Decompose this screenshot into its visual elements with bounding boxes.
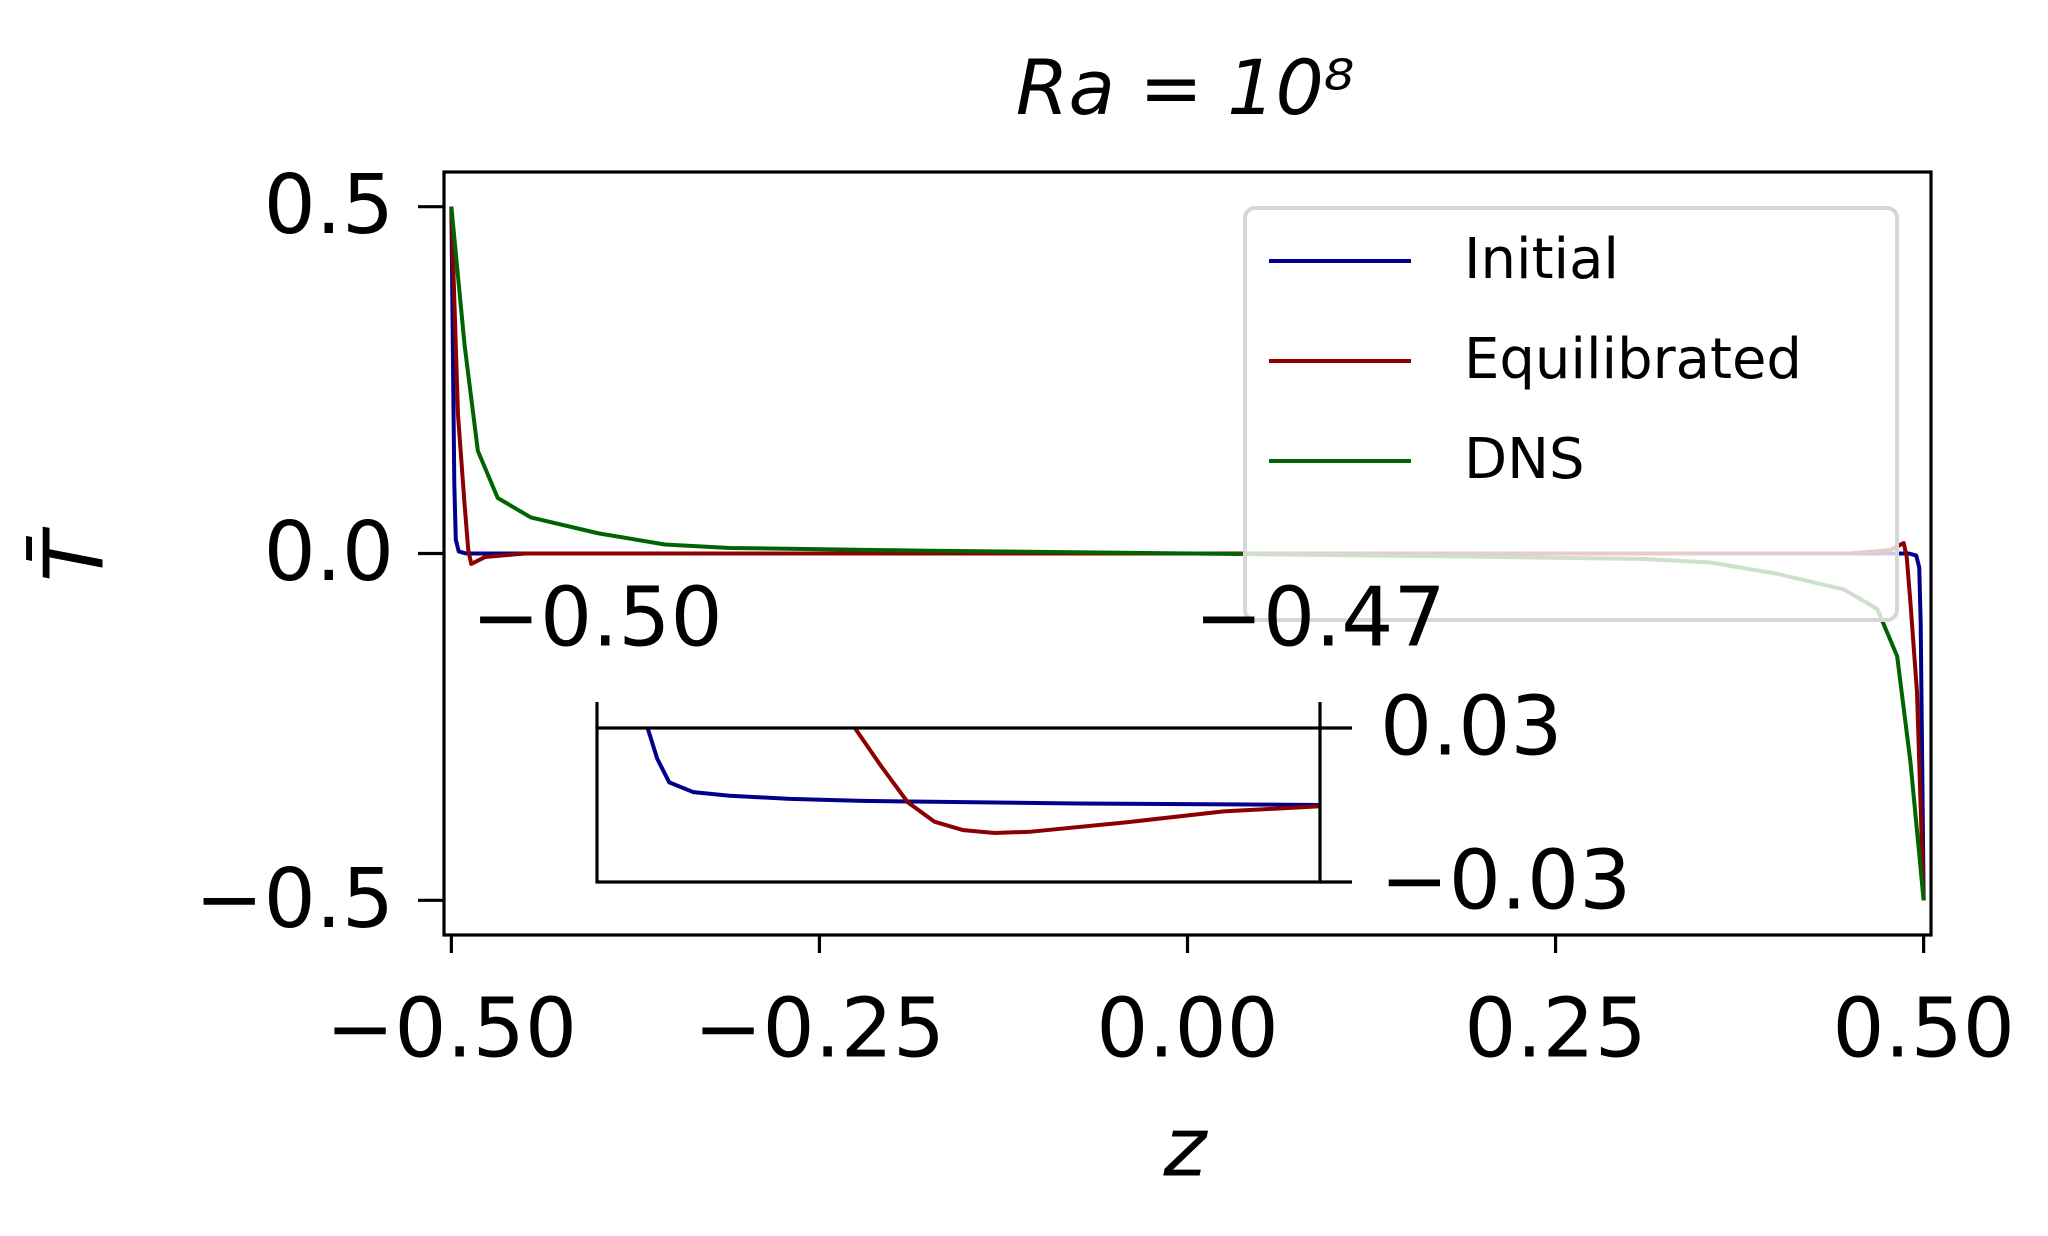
y-tick-label: 0.03 [1380,679,1563,774]
x-tick-label: 0.00 [1096,981,1279,1076]
x-tick-label: 0.25 [1464,981,1647,1076]
x-tick-label: −0.25 [694,981,945,1076]
x-tick-label: 0.50 [1832,981,2015,1076]
legend-label: Equilibrated [1464,327,1802,392]
y-tick-label: −0.03 [1380,833,1631,928]
y-axis-label: T̄ [27,526,123,582]
data-line [645,727,1321,807]
x-tick-label: −0.50 [471,570,722,665]
legend-label: Initial [1464,227,1619,292]
legend-label: DNS [1464,427,1585,492]
legend-box [1243,206,1899,622]
x-tick-label: −0.47 [1194,570,1445,665]
y-tick-label: −0.5 [195,852,394,947]
y-tick-label: 0.5 [264,158,394,253]
axes-frame [595,726,1322,884]
chart-title: Ra = 10⁸ [1016,43,1355,132]
legend: Initial Equilibrated DNS [1243,206,1899,622]
x-axis-label: z [1162,1100,1208,1195]
data-line [853,726,1321,835]
y-tick-label: 0.0 [264,505,394,600]
x-tick-label: −0.50 [326,981,577,1076]
